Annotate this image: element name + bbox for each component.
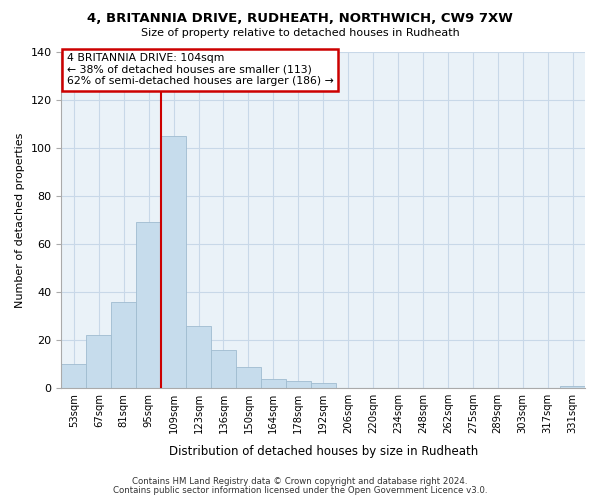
Bar: [86, 336, 111, 388]
Bar: [261, 378, 286, 388]
Bar: [186, 326, 211, 388]
Text: 4, BRITANNIA DRIVE, RUDHEATH, NORTHWICH, CW9 7XW: 4, BRITANNIA DRIVE, RUDHEATH, NORTHWICH,…: [87, 12, 513, 26]
Text: Contains HM Land Registry data © Crown copyright and database right 2024.: Contains HM Land Registry data © Crown c…: [132, 477, 468, 486]
Text: Size of property relative to detached houses in Rudheath: Size of property relative to detached ho…: [140, 28, 460, 38]
X-axis label: Distribution of detached houses by size in Rudheath: Distribution of detached houses by size …: [169, 444, 478, 458]
Bar: [236, 366, 261, 388]
Bar: [161, 136, 186, 388]
Bar: [211, 350, 236, 388]
Y-axis label: Number of detached properties: Number of detached properties: [15, 132, 25, 308]
Bar: [560, 386, 585, 388]
Bar: [61, 364, 86, 388]
Bar: [311, 384, 335, 388]
Bar: [286, 381, 311, 388]
Bar: [136, 222, 161, 388]
Text: Contains public sector information licensed under the Open Government Licence v3: Contains public sector information licen…: [113, 486, 487, 495]
Text: 4 BRITANNIA DRIVE: 104sqm
← 38% of detached houses are smaller (113)
62% of semi: 4 BRITANNIA DRIVE: 104sqm ← 38% of detac…: [67, 53, 334, 86]
Bar: [111, 302, 136, 388]
